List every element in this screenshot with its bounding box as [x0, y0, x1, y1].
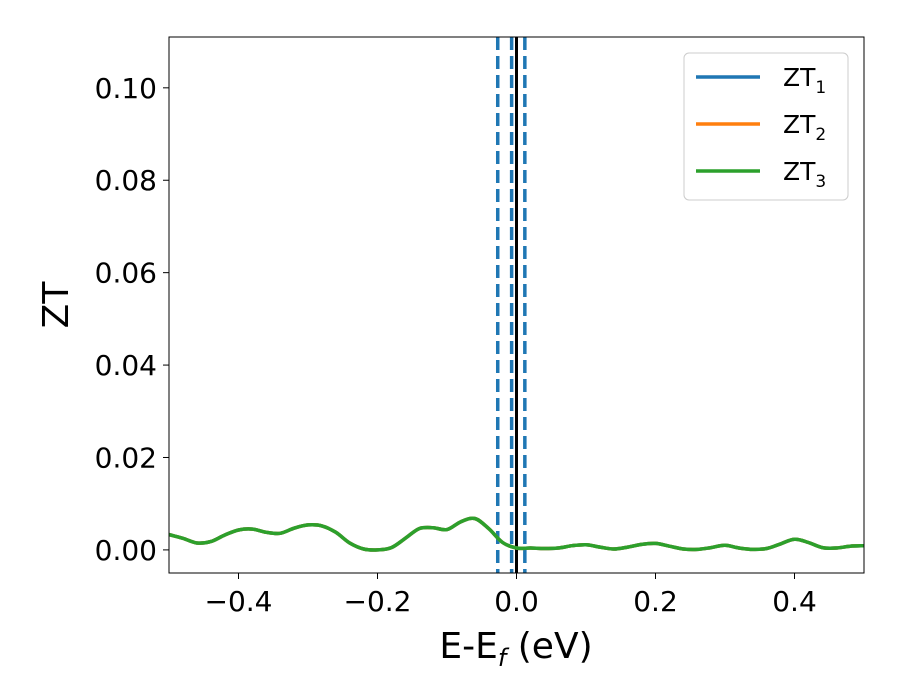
legend-label-zt2: ZT2 — [783, 110, 826, 145]
x-tick-label: 0.0 — [494, 585, 539, 618]
series-line-zt3 — [169, 516, 864, 552]
y-tick-label: 0.06 — [95, 257, 157, 290]
legend-label-subscript: 2 — [815, 125, 826, 145]
legend-label-subscript: 3 — [815, 172, 826, 192]
legend-label-main: ZT — [783, 110, 816, 139]
legend-label-zt1: ZT1 — [783, 63, 826, 98]
y-tick-label: 0.10 — [95, 72, 157, 105]
x-axis-label-main: E-E — [439, 626, 497, 667]
x-tick-label: −0.4 — [205, 585, 273, 618]
x-tick-label: 0.2 — [633, 585, 678, 618]
y-tick-label: 0.02 — [95, 441, 157, 474]
legend-label-zt3: ZT3 — [783, 157, 826, 192]
y-axis-label: ZT — [36, 281, 77, 329]
legend-label-main: ZT — [783, 157, 816, 186]
x-axis: −0.4 −0.2 0.0 0.2 0.4 — [205, 573, 817, 618]
series-layer — [169, 516, 864, 552]
x-tick-label: −0.2 — [344, 585, 412, 618]
legend-label-subscript: 1 — [815, 78, 826, 98]
x-axis-label-unit: (eV) — [506, 626, 592, 667]
legend-label-main: ZT — [783, 63, 816, 92]
x-axis-label: E-Ef (eV) — [439, 626, 592, 672]
y-tick-label: 0.04 — [95, 349, 157, 382]
y-axis: 0.00 0.02 0.04 0.06 0.08 0.10 — [95, 72, 169, 567]
reference-lines — [495, 37, 527, 573]
x-tick-label: 0.4 — [772, 585, 817, 618]
y-tick-label: 0.00 — [95, 534, 157, 567]
legend-box — [683, 52, 849, 201]
y-tick-label: 0.08 — [95, 164, 157, 197]
